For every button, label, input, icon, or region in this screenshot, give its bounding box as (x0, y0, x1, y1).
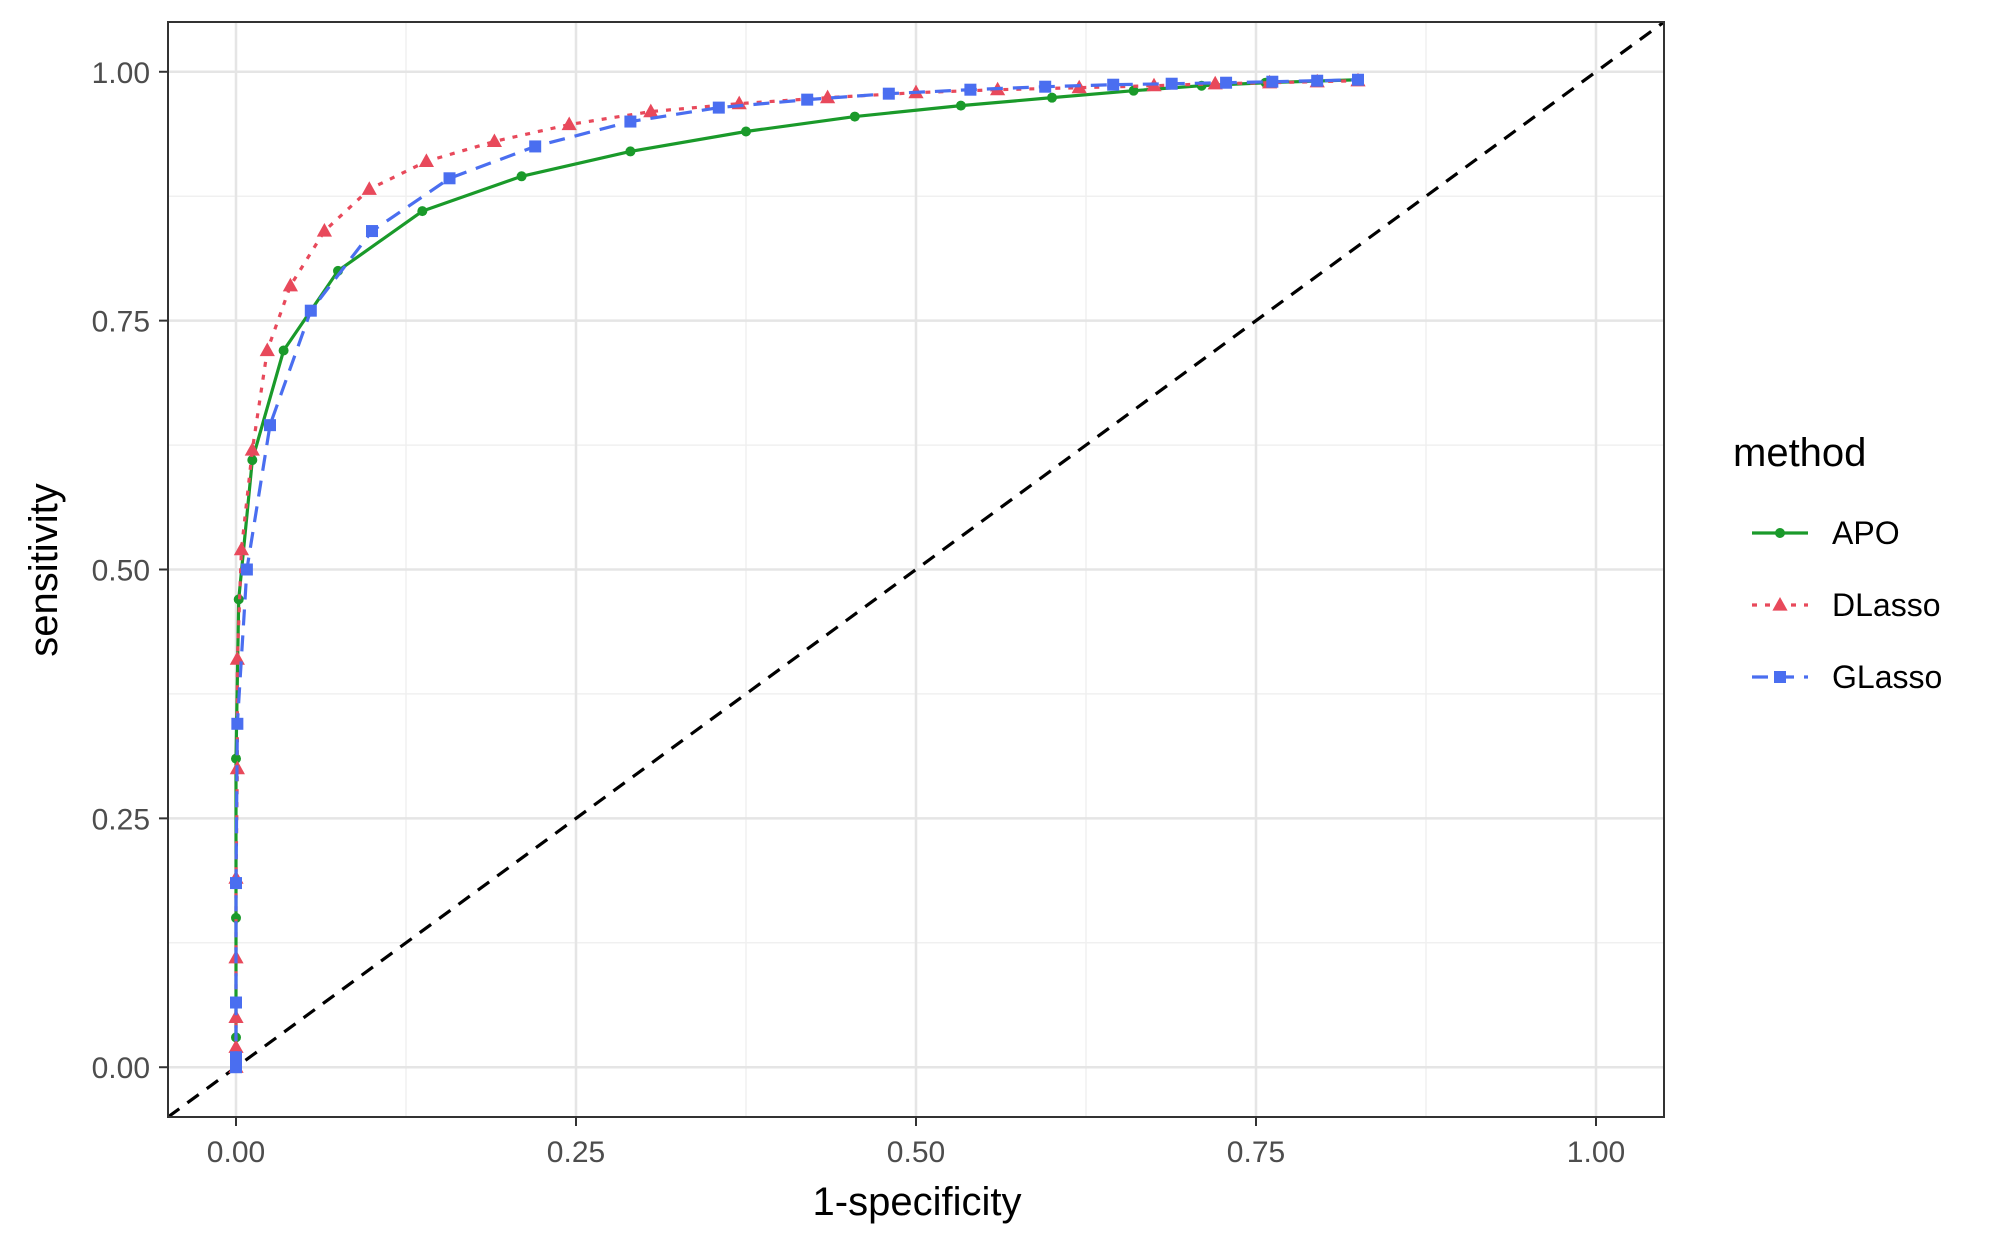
legend-item-dlasso: DLasso (1752, 587, 1941, 623)
legend-label: GLasso (1832, 659, 1942, 695)
data-point-glasso (230, 996, 242, 1009)
data-point-glasso (1311, 74, 1324, 87)
data-point-glasso (443, 172, 456, 185)
data-point-glasso (1039, 80, 1052, 93)
data-point-apo (1128, 85, 1139, 96)
data-point-glasso (1266, 75, 1279, 88)
legend-key-marker (1774, 671, 1786, 683)
data-point-glasso (231, 717, 244, 730)
y-tick-label: 0.75 (92, 306, 150, 339)
diagonal-reference-line (168, 22, 1664, 1117)
data-point-apo (1047, 92, 1057, 103)
data-point-glasso (304, 304, 317, 317)
y-tick-label: 1.00 (92, 57, 150, 90)
legend-label: APO (1832, 515, 1900, 551)
major-gridlines (168, 22, 1664, 1117)
data-point-glasso (801, 93, 814, 106)
data-point-glasso (964, 83, 977, 96)
data-point-dlasso (820, 89, 836, 104)
x-tick-label: 0.75 (1227, 1136, 1285, 1169)
legend-items: APO DLasso GLasso (1752, 515, 1942, 695)
legend: method APO DLasso GLasso (1733, 431, 1942, 695)
data-point-dlasso (259, 342, 275, 357)
data-point-dlasso (244, 442, 260, 456)
y-tick-label: 0.25 (92, 803, 150, 836)
data-point-apo (247, 455, 258, 465)
data-point-dlasso (228, 1009, 244, 1024)
data-point-dlasso (418, 153, 434, 167)
data-point-glasso (230, 877, 242, 890)
series-layer (228, 72, 1366, 1074)
data-point-dlasso (228, 1039, 244, 1053)
data-point-dlasso (1207, 75, 1223, 90)
reference-diagonal (168, 22, 1664, 1117)
data-point-glasso (529, 140, 542, 153)
x-tick-label: 0.00 (207, 1136, 265, 1169)
y-tick-label: 0.50 (92, 555, 150, 588)
data-point-apo (741, 126, 751, 137)
data-point-dlasso (643, 103, 659, 118)
y-axis-ticks: 0.00 0.25 0.50 0.75 1.00 (92, 57, 168, 1085)
data-point-dlasso (233, 541, 250, 556)
data-point-dlasso (561, 116, 577, 131)
data-point-apo (417, 206, 428, 217)
x-tick-label: 0.50 (887, 1136, 945, 1169)
data-point-glasso (1107, 78, 1120, 91)
data-point-dlasso (282, 277, 298, 292)
data-point-glasso (240, 563, 253, 576)
y-axis-title: sensitivity (22, 483, 66, 656)
data-point-glasso (1220, 76, 1233, 89)
data-point-apo (516, 171, 527, 182)
data-point-dlasso (361, 181, 377, 195)
data-point-dlasso (316, 223, 332, 237)
data-point-apo (231, 912, 241, 923)
x-axis-ticks: 0.00 0.25 0.50 0.75 1.00 (207, 1117, 1625, 1169)
legend-item-apo: APO (1752, 515, 1900, 551)
data-point-glasso (1165, 77, 1178, 90)
legend-key-marker (1772, 597, 1788, 611)
data-point-glasso (624, 115, 637, 128)
data-point-glasso (264, 419, 276, 432)
data-point-apo (278, 345, 289, 356)
x-tick-label: 1.00 (1567, 1136, 1625, 1169)
data-point-dlasso (229, 651, 245, 665)
data-point-glasso (366, 225, 378, 238)
data-point-glasso (712, 101, 725, 114)
data-point-dlasso (486, 133, 502, 148)
legend-label: DLasso (1832, 587, 1941, 623)
data-point-apo (849, 111, 860, 122)
legend-key-marker (1775, 528, 1785, 538)
data-point-glasso (230, 1061, 242, 1074)
series-glasso (230, 73, 1364, 1074)
data-point-glasso (1352, 73, 1364, 86)
y-tick-label: 0.00 (92, 1052, 150, 1085)
legend-item-glasso: GLasso (1752, 659, 1942, 695)
x-axis-title: 1-specificity (813, 1180, 1022, 1224)
data-point-apo (955, 100, 966, 111)
data-point-apo (625, 146, 636, 157)
legend-title: method (1733, 431, 1866, 475)
data-point-glasso (882, 87, 895, 100)
data-point-apo (231, 753, 241, 764)
x-tick-label: 0.25 (547, 1136, 605, 1169)
data-point-glasso (230, 1051, 242, 1064)
